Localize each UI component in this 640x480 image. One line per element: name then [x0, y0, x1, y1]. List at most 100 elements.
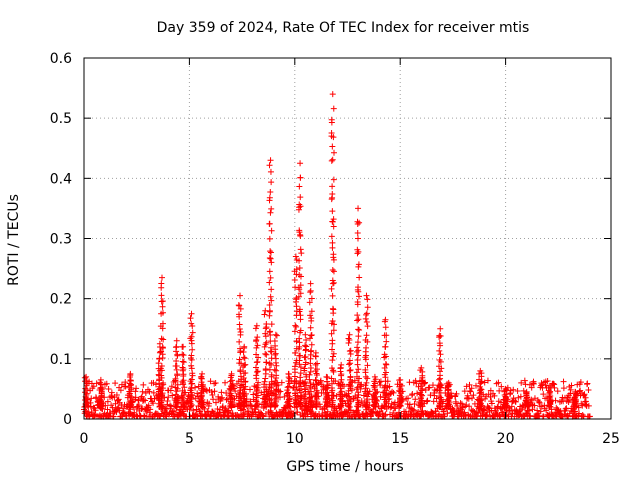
data-point [174, 351, 181, 358]
data-point [262, 366, 269, 373]
data-point [413, 380, 420, 387]
data-point [354, 394, 361, 401]
data-point [252, 325, 259, 332]
data-point [157, 323, 164, 330]
data-point [514, 387, 521, 394]
data-point [290, 385, 297, 392]
data-point [347, 347, 354, 354]
data-point [537, 408, 544, 415]
data-point [457, 400, 464, 407]
data-point [577, 379, 584, 386]
data-point [323, 385, 330, 392]
data-point [164, 397, 171, 404]
data-point [328, 133, 335, 140]
data-point [415, 408, 422, 415]
data-point [313, 382, 320, 389]
data-point [272, 351, 279, 358]
data-point [364, 362, 371, 369]
data-point [266, 268, 273, 275]
data-point [362, 403, 369, 410]
data-point [156, 355, 163, 362]
data-point [155, 371, 162, 378]
data-point [377, 382, 384, 389]
data-point [562, 405, 569, 412]
data-point [93, 380, 100, 387]
data-point [328, 233, 335, 240]
data-point [293, 303, 300, 310]
x-tick-label: 5 [185, 431, 194, 447]
data-point [221, 412, 228, 419]
data-point [297, 327, 304, 334]
data-point [342, 408, 349, 415]
data-point [240, 348, 247, 355]
data-point [262, 375, 269, 382]
data-point [307, 348, 314, 355]
data-point [386, 395, 393, 402]
data-point [157, 391, 164, 398]
data-point [188, 365, 195, 372]
data-point [172, 375, 179, 382]
data-point [383, 338, 390, 345]
data-point [268, 297, 275, 304]
data-point [210, 396, 217, 403]
data-point [363, 332, 370, 339]
data-point [140, 381, 147, 388]
data-point [236, 321, 243, 328]
data-point [330, 392, 337, 399]
data-point [530, 380, 537, 387]
data-point [262, 330, 269, 337]
data-point [534, 407, 541, 414]
data-point [437, 389, 444, 396]
data-point [236, 356, 243, 363]
data-point [297, 290, 304, 297]
data-point [296, 308, 303, 315]
data-point [381, 332, 388, 339]
data-point [272, 378, 279, 385]
data-point [437, 333, 444, 340]
data-point [477, 380, 484, 387]
data-point [292, 349, 299, 356]
data-point [156, 340, 163, 347]
data-point [286, 375, 293, 382]
data-point [290, 410, 297, 417]
data-point [346, 331, 353, 338]
data-point [297, 370, 304, 377]
data-point [437, 351, 444, 358]
data-point [307, 380, 314, 387]
data-point [241, 355, 248, 362]
data-point [356, 219, 363, 226]
data-point [355, 293, 362, 300]
data-point [495, 379, 502, 386]
data-point [267, 293, 274, 300]
data-point [308, 308, 315, 315]
data-point [267, 157, 274, 164]
data-point [105, 385, 112, 392]
data-point [81, 374, 88, 381]
data-point [262, 350, 269, 357]
data-point [337, 365, 344, 372]
data-point [240, 354, 247, 361]
data-point [467, 388, 474, 395]
data-point [324, 408, 331, 415]
y-tick-label: 0.4 [50, 171, 72, 187]
data-point [297, 246, 304, 253]
data-point [556, 398, 563, 405]
data-point [330, 251, 337, 258]
data-point [510, 386, 517, 393]
data-point [301, 386, 308, 393]
data-point [188, 362, 195, 369]
data-point [296, 201, 303, 208]
data-point [297, 233, 304, 240]
data-point [330, 353, 337, 360]
data-point [237, 305, 244, 312]
data-point [409, 391, 416, 398]
data-point [266, 360, 273, 367]
data-point [212, 379, 219, 386]
data-point [179, 358, 186, 365]
data-point [291, 328, 298, 335]
data-point [313, 370, 320, 377]
data-point [218, 389, 225, 396]
data-point [237, 387, 244, 394]
data-point [236, 292, 243, 299]
data-point [254, 334, 261, 341]
